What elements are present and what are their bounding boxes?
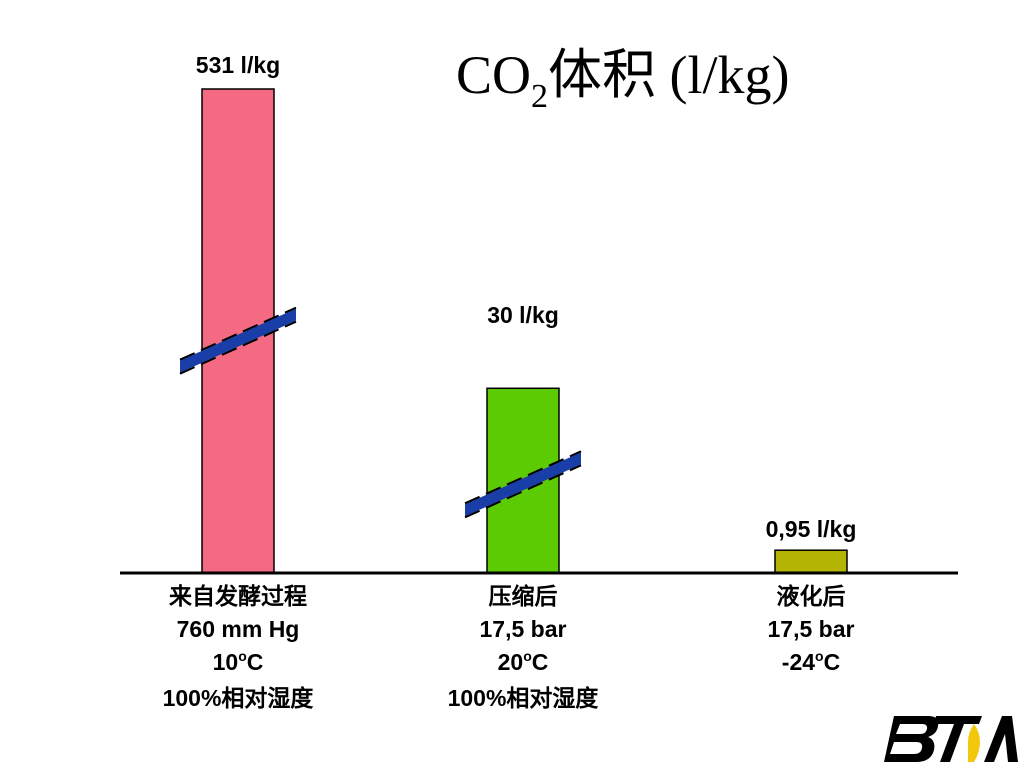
category-1-line-2: 20oC: [497, 648, 549, 675]
bta-logo: [884, 716, 1018, 762]
category-label-2: 液化后 17,5 bar -24oC: [681, 580, 941, 682]
category-0-line-3: 100%相对湿度: [162, 685, 314, 711]
bar-2: [774, 549, 848, 574]
category-1-line-1: 17,5 bar: [479, 616, 567, 642]
category-2-line-0: 液化后: [776, 583, 846, 609]
value-label-0: 531 l/kg: [195, 52, 281, 78]
chart-title: CO2体积 (l/kg): [456, 45, 790, 114]
title-subscript: 2: [531, 78, 549, 115]
value-label-2: 0,95 l/kg: [765, 516, 857, 542]
category-0-line-1: 760 mm Hg: [176, 616, 300, 642]
category-2-line-2: -24oC: [781, 648, 841, 675]
category-2-line-1: 17,5 bar: [767, 616, 855, 642]
axis-break-1: [464, 450, 582, 519]
axis-break-0: [179, 306, 297, 375]
title-prefix: CO: [456, 45, 532, 105]
category-0-line-2: 10oC: [212, 648, 264, 675]
category-1-line-3: 100%相对湿度: [447, 685, 599, 711]
title-suffix: 体积 (l/kg): [548, 45, 790, 105]
category-label-1: 压缩后 17,5 bar 20oC 100%相对湿度: [393, 580, 653, 715]
category-0-line-0: 来自发酵过程: [169, 583, 307, 609]
category-label-0: 来自发酵过程 760 mm Hg 10oC 100%相对湿度: [108, 580, 368, 715]
value-label-1: 30 l/kg: [487, 302, 559, 328]
category-1-line-0: 压缩后: [488, 583, 558, 609]
